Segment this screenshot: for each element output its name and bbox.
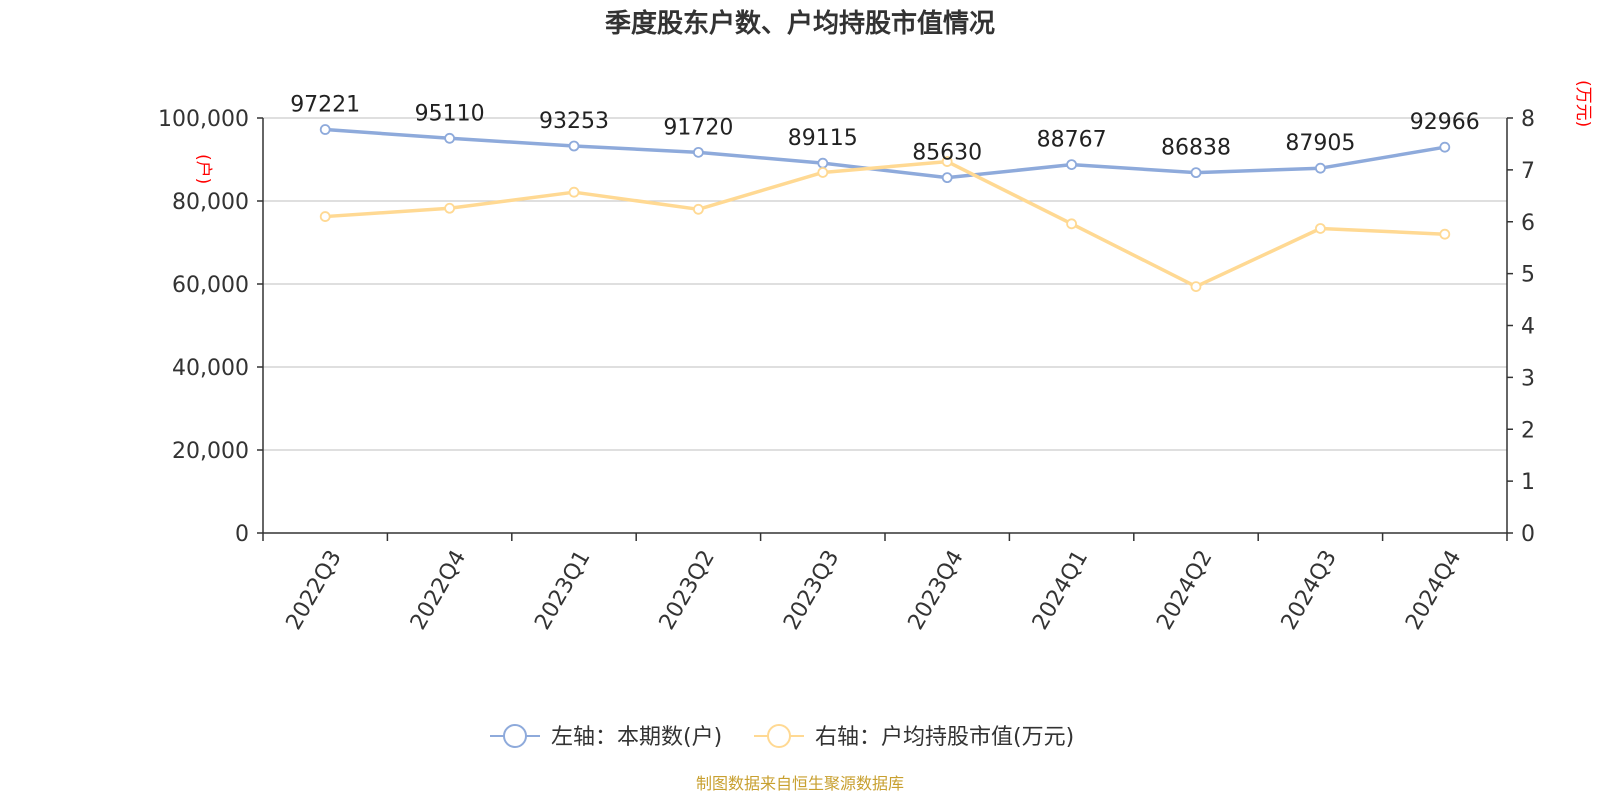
data-label: 92966 [1410,110,1480,135]
right-tick-label: 1 [1521,470,1535,495]
legend-item-right[interactable]: 右轴：户均持股市值(万元) [754,724,1074,750]
left-data-point [1066,159,1077,171]
left-tick-label: 80,000 [172,190,249,215]
right-tick-label: 3 [1521,366,1535,391]
grid-layer [263,117,1507,451]
right-data-point [693,203,704,215]
left-data-point [1315,162,1326,174]
right-data-point [444,202,456,214]
data-label: 85630 [912,141,982,166]
data-label: 95110 [415,101,485,126]
left-tick-label: 100,000 [158,107,249,132]
right-data-point [319,211,331,222]
series-layer [319,124,1451,292]
right-data-point [1439,228,1451,240]
left-tick-label: 60,000 [172,273,249,298]
left-axis-unit: (户) [193,154,213,184]
right-data-point [1315,223,1326,234]
right-data-point [941,156,953,167]
x-tick-label: 2023Q4 [904,546,969,634]
right-data-point [1066,218,1077,230]
x-tick-label: 2024Q2 [1152,546,1217,634]
right-tick-label: 5 [1521,263,1535,288]
right-tick-label: 7 [1521,159,1535,184]
legend-item-left[interactable]: 左轴：本期数(户) [490,724,722,750]
x-tick-label: 2023Q3 [779,546,844,634]
left-series-line [323,127,1447,180]
data-label: 93253 [539,109,609,134]
data-label: 86838 [1161,136,1231,161]
data-label: 97221 [290,93,360,118]
data-label: 89115 [788,126,858,151]
left-data-point [1439,141,1451,153]
legend-right-circle-icon [767,724,791,748]
legend-left-label: 左轴：本期数(户) [551,725,722,750]
left-tick-label: 40,000 [172,356,249,381]
left-data-point [817,157,829,169]
x-tick-label: 2022Q4 [406,546,471,634]
right-tick-label: 2 [1521,418,1535,443]
legend-left-circle-icon [503,724,527,748]
legend-right-label: 右轴：户均持股市值(万元) [815,725,1074,750]
right-tick-label: 8 [1521,107,1535,132]
source-note: 制图数据来自恒生聚源数据库 [696,774,904,793]
left-tick-label: 0 [235,522,249,547]
x-tick-label: 2023Q1 [530,546,595,634]
x-tick-label: 2024Q4 [1401,546,1466,634]
left-data-point [319,124,331,135]
left-tick-label: 20,000 [172,439,249,464]
left-data-point [941,172,953,184]
data-label: 91720 [663,115,733,140]
legend[interactable]: 左轴：本期数(户) 右轴：户均持股市值(万元) [490,724,1074,750]
right-data-point [1190,281,1202,292]
data-label: 88767 [1037,128,1107,153]
right-tick-label: 6 [1521,211,1535,236]
left-data-point [1190,167,1202,179]
right-data-point [817,167,829,178]
left-data-point [693,146,704,158]
chart-title: 季度股东户数、户均持股市值情况 [605,8,995,39]
data-label: 87905 [1285,131,1355,156]
right-tick-label: 0 [1521,522,1535,547]
x-tick-label: 2023Q2 [655,546,720,634]
x-tick-label: 2024Q1 [1028,546,1093,634]
axis-layer: 0 20,000 40,000 60,000 80,000 100,000 0 1 2 3 4 5 6 7… [158,107,1535,634]
right-data-point [568,186,580,198]
right-series-line [323,159,1447,289]
x-tick-label: 2022Q3 [282,546,347,634]
left-data-point [568,140,580,152]
label-layer: 97221 95110 93253 91720 89115 85630 88767 86838… [290,93,1480,166]
left-data-point [444,132,456,144]
x-tick-label: 2024Q3 [1277,546,1342,634]
right-tick-label: 4 [1521,315,1535,340]
right-axis-unit: (万元) [1573,80,1593,127]
